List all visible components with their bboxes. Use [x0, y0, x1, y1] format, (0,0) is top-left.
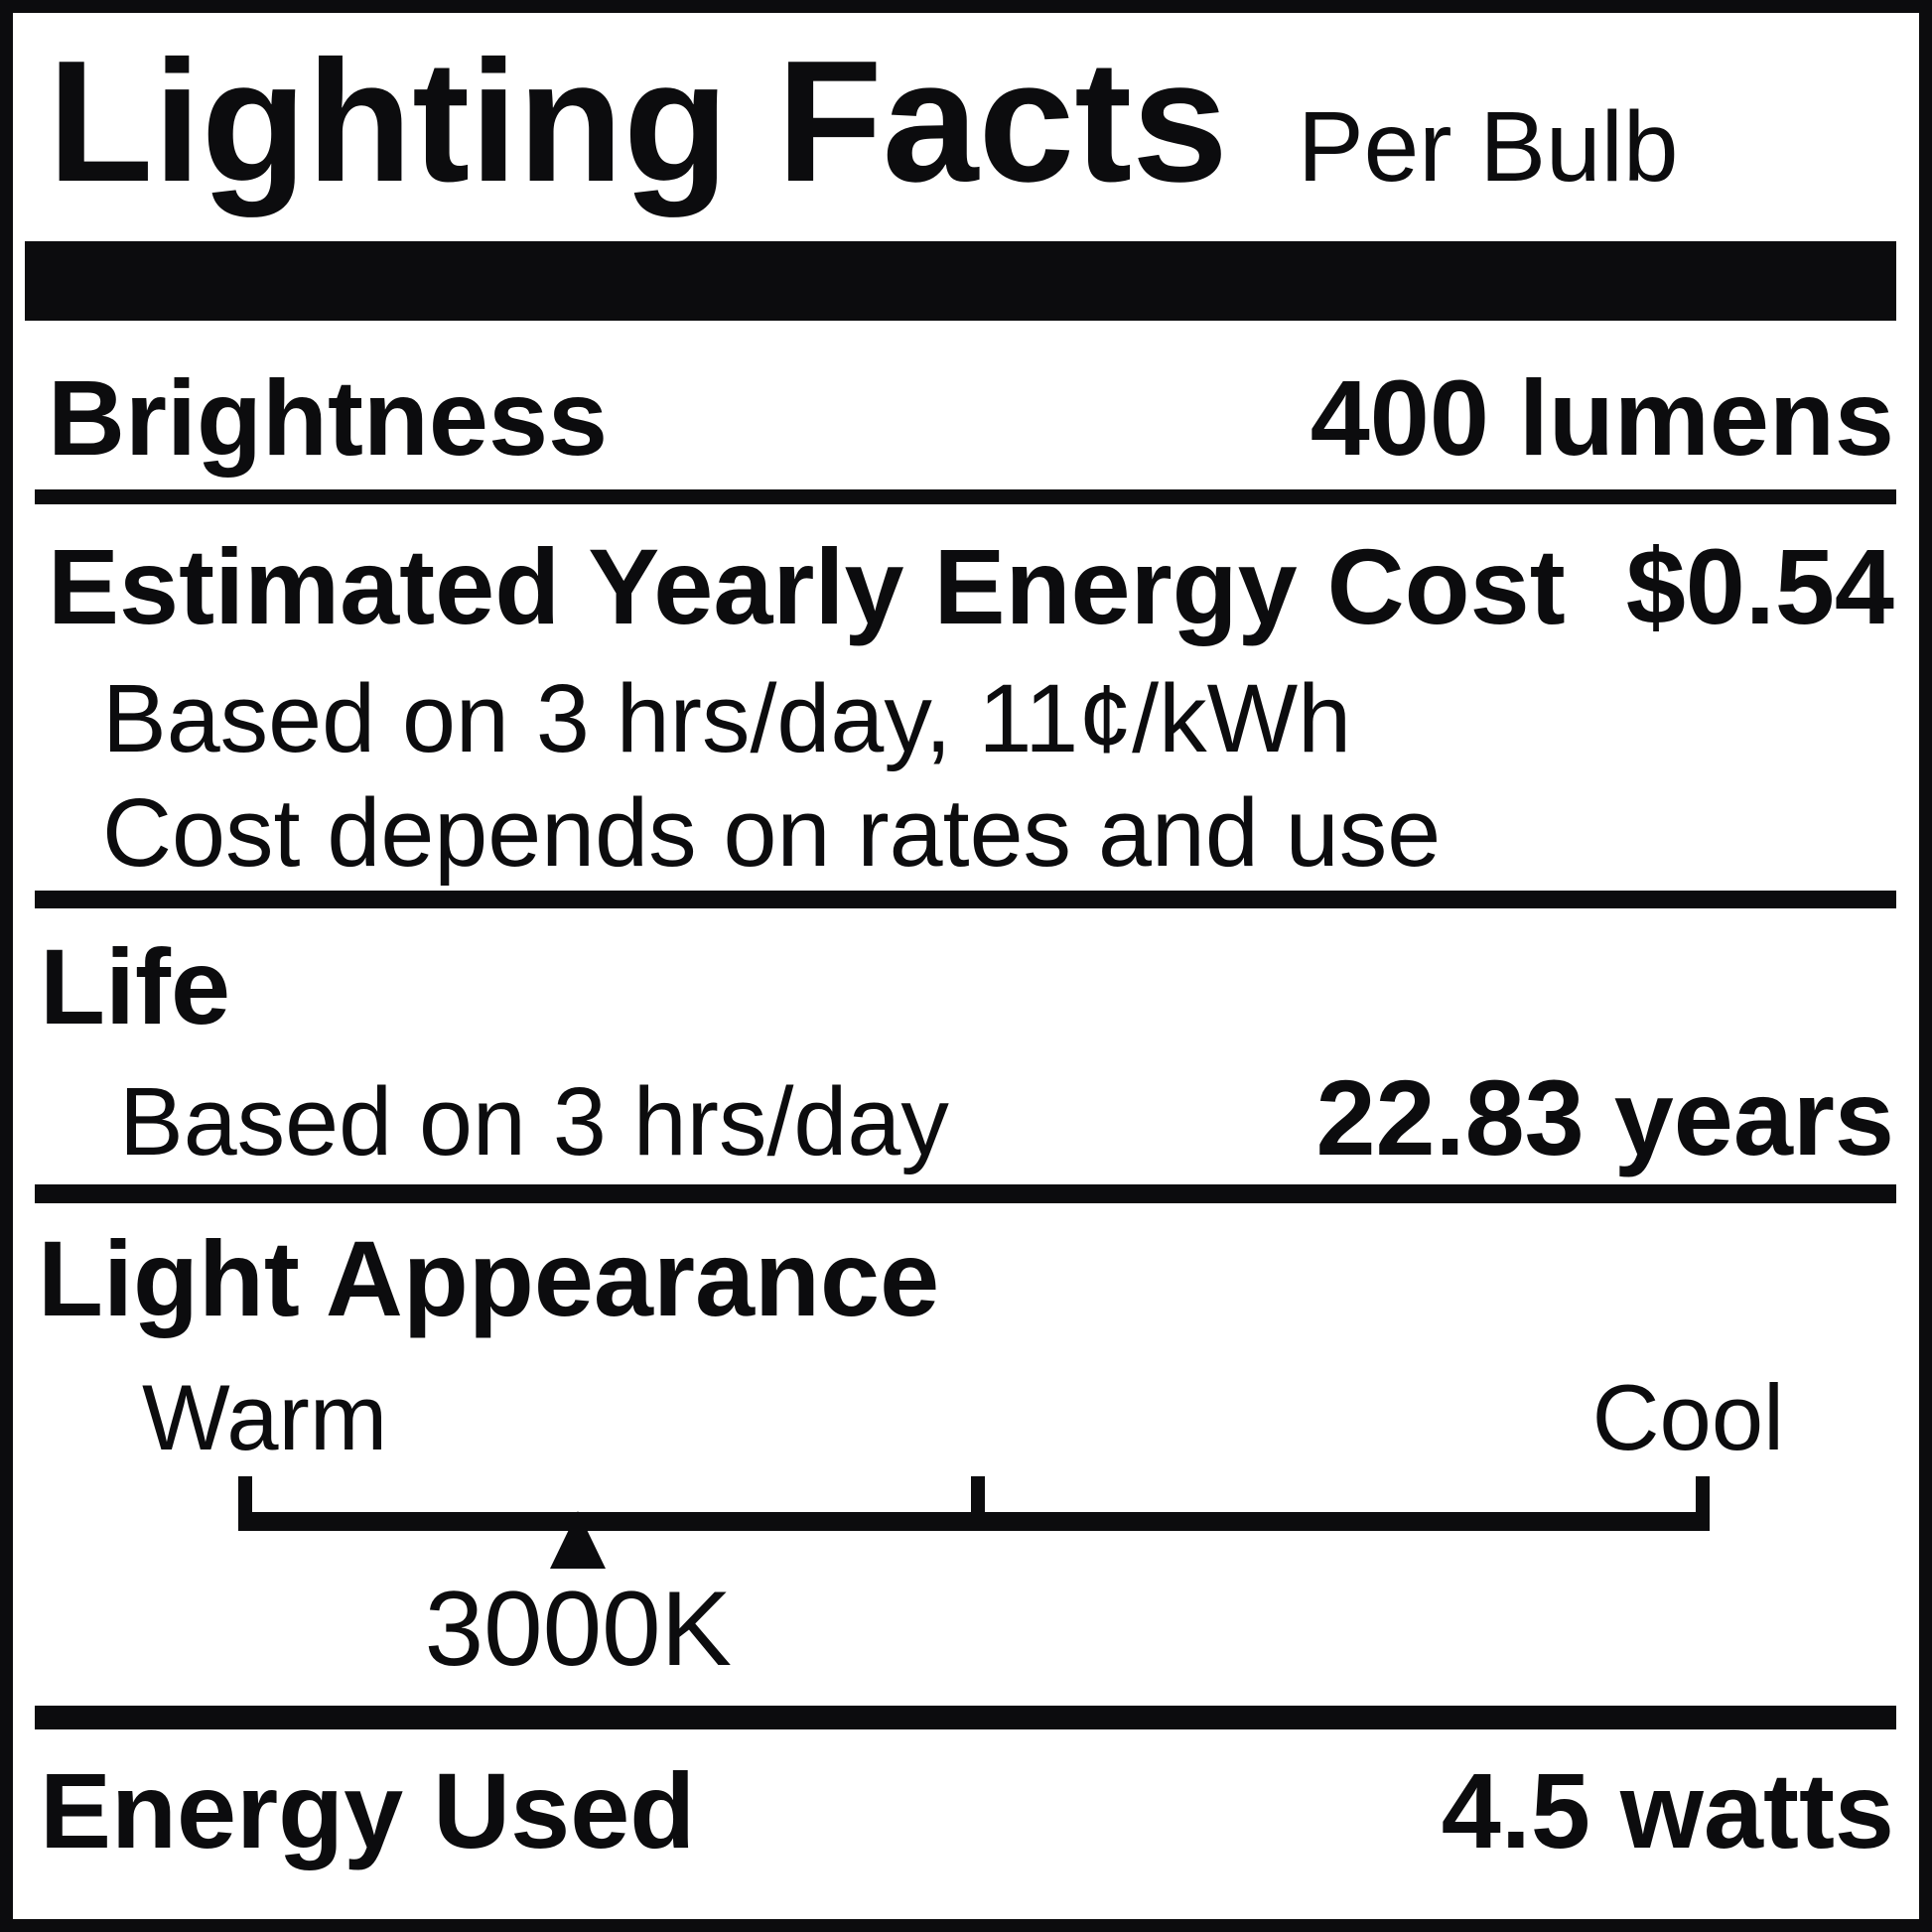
kelvin-marker-triangle-icon	[550, 1511, 607, 1569]
scale-tick-left	[238, 1476, 252, 1531]
per-unit-text: Per Bulb	[1297, 91, 1679, 203]
life-basis: Based on 3 hrs/day	[119, 1067, 949, 1175]
energy-cost-label: Estimated Yearly Energy Cost	[48, 526, 1566, 646]
divider	[35, 489, 1896, 504]
label-title: Lighting Facts	[48, 24, 1228, 217]
life-value: 22.83 years	[1315, 1057, 1894, 1177]
brightness-value: 400 lumens	[1310, 357, 1894, 478]
divider	[35, 1184, 1896, 1203]
divider	[35, 1706, 1896, 1729]
life-row: Based on 3 hrs/day 22.83 years	[13, 1064, 1919, 1172]
energy-cost-value: $0.54	[1625, 526, 1894, 646]
brightness-row: Brightness 400 lumens	[13, 364, 1919, 472]
light-appearance-heading: Light Appearance	[38, 1218, 940, 1338]
energy-cost-row: Estimated Yearly Energy Cost $0.54	[13, 533, 1919, 640]
life-heading: Life	[40, 926, 231, 1046]
divider	[35, 891, 1896, 908]
scale-tick-middle	[971, 1476, 986, 1531]
scale-tick-right	[1696, 1476, 1710, 1531]
energy-used-value: 4.5 watts	[1441, 1750, 1894, 1870]
energy-used-row: Energy Used 4.5 watts	[13, 1757, 1919, 1864]
kelvin-value: 3000K	[424, 1569, 733, 1688]
label-content: Lighting Facts Per Bulb Brightness 400 l…	[13, 13, 1919, 1919]
energy-cost-basis: Based on 3 hrs/day, 11¢/kWh	[102, 664, 1352, 772]
warm-label: Warm	[142, 1365, 388, 1469]
title-row: Lighting Facts Per Bulb	[48, 35, 1894, 207]
cool-label: Cool	[1591, 1365, 1784, 1469]
warm-cool-row: Warm Cool	[13, 1371, 1919, 1464]
header-bar	[25, 241, 1896, 321]
brightness-label: Brightness	[48, 357, 609, 478]
energy-used-label: Energy Used	[40, 1750, 696, 1870]
color-temperature-scale: 3000K	[238, 1476, 1710, 1682]
energy-cost-disclaimer: Cost depends on rates and use	[102, 778, 1442, 887]
